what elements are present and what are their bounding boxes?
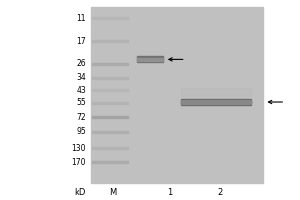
Text: 2: 2	[217, 188, 223, 197]
Bar	[92, 102, 128, 104]
Text: 11: 11	[76, 14, 86, 23]
Text: 43: 43	[76, 86, 86, 95]
Bar	[92, 89, 128, 91]
Bar	[92, 40, 128, 42]
Text: 55: 55	[76, 98, 86, 107]
Bar	[136, 58, 164, 61]
Bar	[181, 99, 251, 105]
Text: 72: 72	[76, 113, 86, 122]
Text: 1: 1	[167, 188, 172, 197]
Bar	[92, 63, 128, 65]
Text: 170: 170	[72, 158, 86, 167]
Text: M: M	[109, 188, 116, 197]
Text: 130: 130	[72, 144, 86, 153]
Text: 95: 95	[76, 127, 86, 136]
Text: 34: 34	[76, 73, 86, 82]
Text: kD: kD	[74, 188, 86, 197]
Text: 17: 17	[76, 37, 86, 46]
Bar	[92, 77, 128, 79]
Bar	[92, 131, 128, 133]
Bar	[92, 161, 128, 163]
Bar	[92, 147, 128, 149]
Bar	[92, 17, 128, 19]
Bar	[136, 56, 164, 62]
Bar	[91, 7, 263, 183]
Bar	[92, 116, 128, 118]
Text: 26: 26	[76, 59, 86, 68]
Bar	[181, 88, 251, 96]
Bar	[181, 100, 251, 104]
